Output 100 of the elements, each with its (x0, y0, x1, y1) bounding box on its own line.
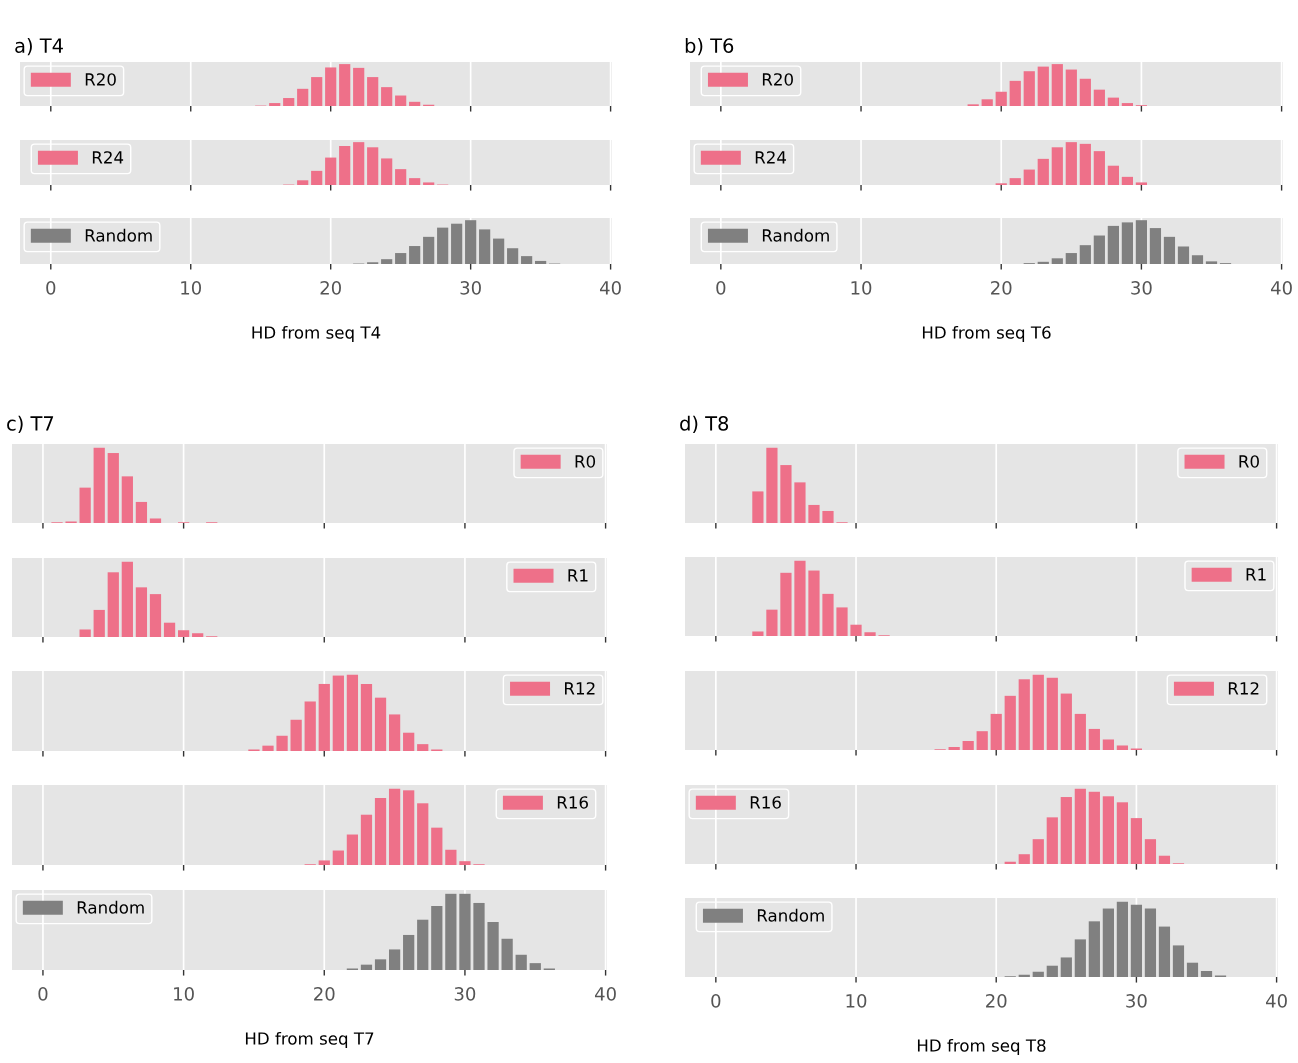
bar (360, 683, 373, 751)
bar (1172, 945, 1185, 977)
x-axis-title: HD from seq T7 (245, 1031, 374, 1049)
bar (1060, 797, 1072, 864)
bar (445, 893, 457, 970)
bar (1200, 970, 1213, 977)
bar (325, 157, 337, 185)
x-tick-label: 40 (600, 280, 621, 295)
bar (403, 732, 415, 751)
x-tick-label: 40 (1265, 993, 1287, 1008)
bar (339, 146, 351, 185)
bar (794, 560, 806, 636)
bar (1121, 103, 1133, 106)
bar (374, 797, 387, 865)
bar (948, 746, 960, 750)
bar (1060, 957, 1072, 977)
bar (1065, 253, 1077, 264)
bar (501, 938, 513, 970)
legend-label: Random (77, 900, 144, 914)
bar (1032, 971, 1044, 977)
x-tick-label: 0 (711, 993, 721, 1008)
bar (1079, 245, 1091, 264)
bar (822, 510, 834, 523)
bar (515, 954, 527, 970)
bar (1186, 962, 1199, 977)
bar (107, 453, 119, 523)
x-tick-label: 20 (991, 280, 1012, 295)
bar (311, 77, 323, 106)
bar (1163, 236, 1176, 264)
bar (1107, 97, 1119, 106)
bar (395, 169, 407, 185)
bar (1102, 796, 1114, 864)
bar (177, 630, 190, 637)
bar (409, 101, 421, 106)
bar (367, 147, 379, 185)
legend-label: R20 (85, 73, 116, 86)
bar (1037, 158, 1049, 185)
bar (1074, 939, 1086, 977)
bar (1051, 258, 1063, 264)
bar (374, 697, 387, 751)
bar (1060, 693, 1072, 750)
x-tick-label: 30 (1131, 280, 1152, 295)
bar (79, 629, 91, 637)
bar (381, 259, 393, 264)
bar (149, 594, 162, 637)
bar (1079, 143, 1091, 185)
bar (1144, 908, 1157, 977)
bar (409, 178, 421, 185)
bar (995, 91, 1007, 106)
bar (1107, 165, 1119, 185)
bar (297, 88, 309, 106)
bar (1074, 713, 1086, 750)
bar (1088, 728, 1100, 750)
bar (459, 893, 471, 970)
bar (367, 77, 379, 106)
bar (417, 919, 429, 970)
bar (121, 476, 133, 523)
bar (1135, 182, 1148, 185)
bar (381, 158, 393, 185)
x-tick-label: 20 (986, 993, 1007, 1008)
bar (465, 220, 477, 264)
chart-title: d) T8 (680, 415, 729, 434)
bar (1018, 679, 1030, 750)
bar (1130, 904, 1143, 977)
bar (135, 587, 148, 637)
legend-label: R1 (1246, 568, 1266, 581)
bar (850, 624, 862, 636)
bar (1093, 235, 1105, 264)
x-tick-label: 10 (846, 993, 867, 1008)
bar (1009, 80, 1021, 106)
bar (507, 248, 519, 264)
bar (752, 491, 764, 523)
bar (487, 922, 499, 970)
bar (318, 683, 330, 751)
bar (149, 518, 162, 523)
bar (445, 849, 457, 865)
bar (431, 906, 443, 970)
bar (864, 632, 876, 636)
bar (1046, 677, 1058, 750)
bar (395, 253, 407, 264)
bar (1065, 69, 1077, 106)
bar (121, 561, 133, 637)
bar (1004, 695, 1016, 750)
bar (1051, 147, 1063, 185)
bar (1023, 71, 1035, 106)
legend-label: R24 (92, 151, 124, 164)
bar (1205, 261, 1218, 264)
bar (163, 622, 176, 637)
bar (1116, 745, 1128, 750)
bar (1116, 802, 1128, 864)
bar (1177, 246, 1190, 264)
bar (1074, 788, 1086, 864)
bar (1032, 674, 1044, 750)
x-tick-label: 40 (594, 986, 616, 1001)
bar (297, 180, 309, 185)
bar (766, 447, 778, 523)
bar (1018, 854, 1030, 864)
bar (417, 744, 429, 751)
bar (417, 803, 429, 865)
bar (1023, 169, 1035, 185)
